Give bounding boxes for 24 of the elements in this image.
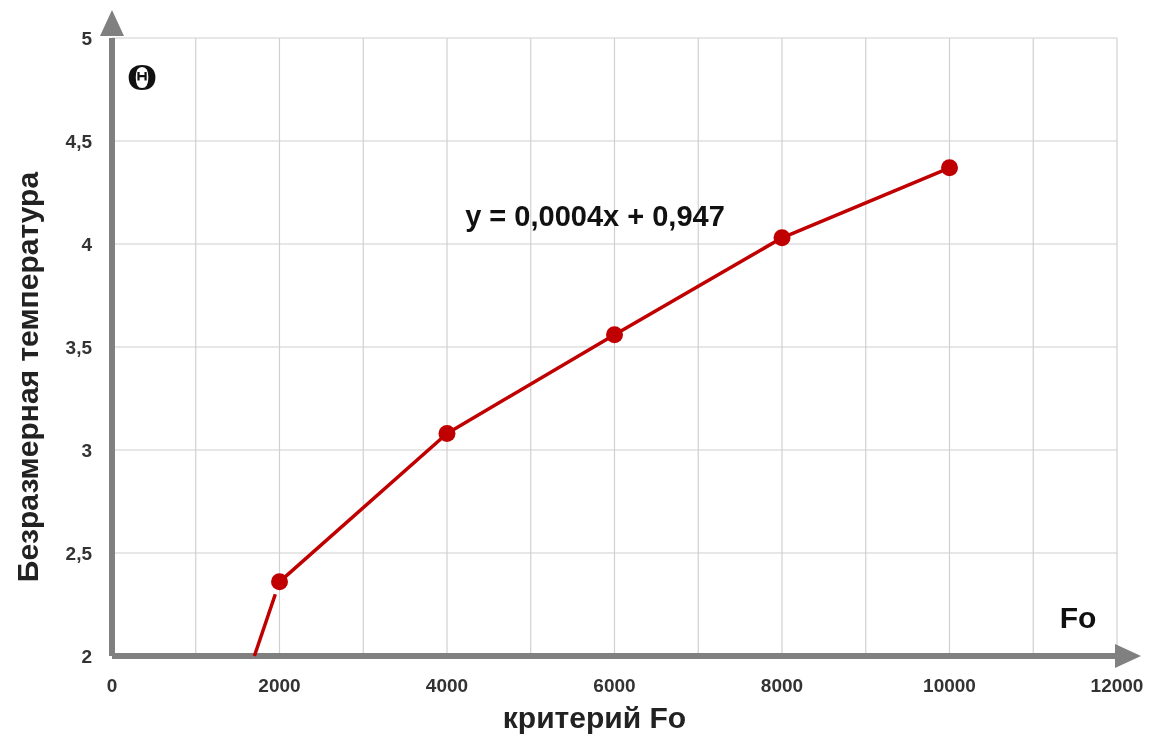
y-axis-title: Безразмерная температура — [11, 171, 44, 583]
x-axis-title: критерий Fo — [502, 701, 687, 734]
x-tick-label: 2000 — [258, 675, 301, 696]
point — [941, 159, 958, 177]
y-tick-label: 4 — [81, 234, 93, 255]
x-tick-label: 6000 — [593, 675, 636, 696]
point — [606, 326, 623, 344]
y-tick-label: 3 — [81, 440, 92, 461]
y-tick-label: 3,5 — [65, 337, 93, 358]
x-tick-label: 4000 — [425, 675, 469, 696]
annotation: Fo — [1059, 601, 1097, 634]
x-tick-label: 8000 — [760, 675, 804, 696]
point — [271, 573, 288, 591]
x-tick-label: 0 — [106, 675, 118, 696]
y-tick-label: 4,5 — [65, 131, 93, 152]
point — [773, 229, 791, 247]
annotation: Θ — [127, 58, 157, 98]
annotation: y = 0,0004x + 0,947 — [465, 200, 725, 232]
point — [438, 425, 456, 443]
y-tick-label: 2 — [81, 646, 92, 667]
y-tick-label: 2,5 — [65, 543, 93, 564]
x-tick-label: 12000 — [1090, 675, 1144, 696]
y-tick-label: 5 — [81, 28, 93, 49]
x-tick-label: 10000 — [923, 675, 976, 696]
